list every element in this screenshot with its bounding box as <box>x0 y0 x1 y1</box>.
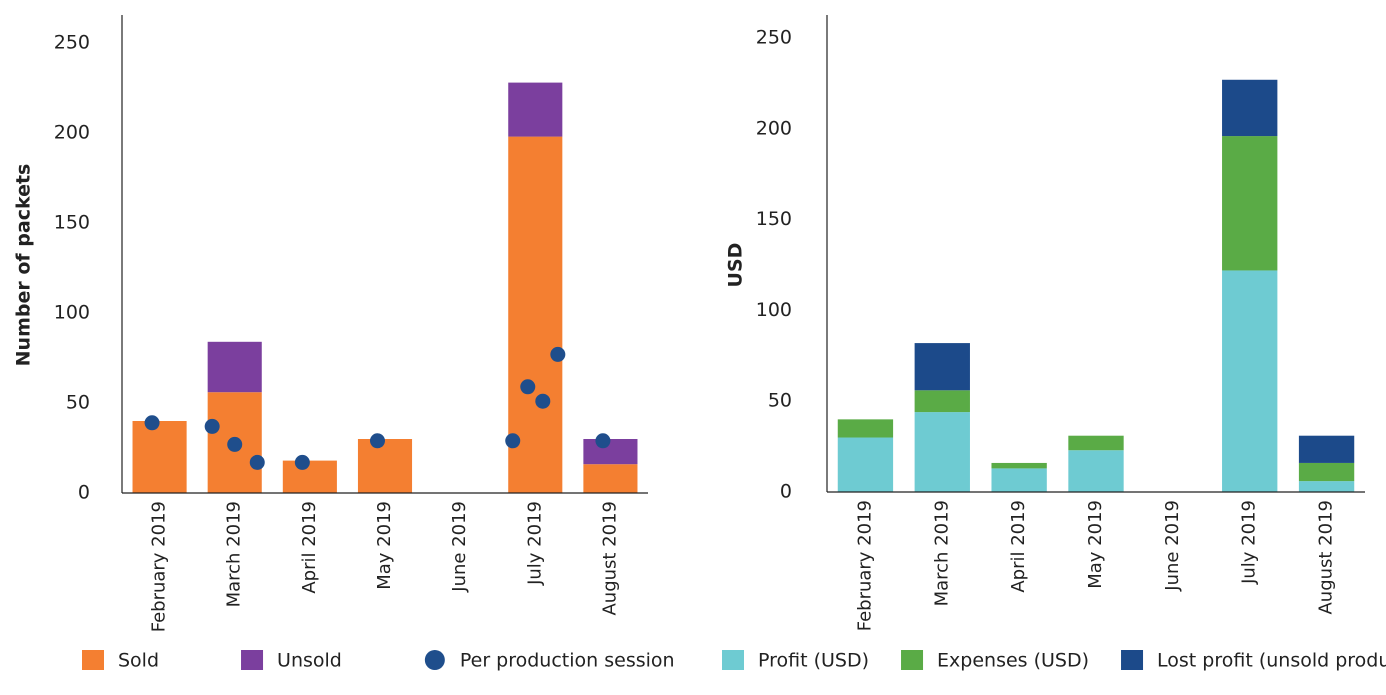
x-tick-label: February 2019 <box>854 500 875 631</box>
bar-segment <box>1068 435 1124 451</box>
y-tick-label: 50 <box>768 390 792 412</box>
legend-marker <box>82 650 104 670</box>
x-tick-label: May 2019 <box>1085 500 1106 589</box>
x-tick-label: July 2019 <box>524 501 545 586</box>
bar-segment <box>914 343 970 391</box>
point <box>505 433 521 449</box>
legend-marker <box>1121 650 1144 670</box>
bar-segment <box>991 468 1047 492</box>
point <box>227 436 243 452</box>
x-tick-label: July 2019 <box>1239 500 1260 585</box>
bar-segment <box>1298 435 1355 463</box>
bar-segment <box>357 439 413 493</box>
point <box>550 346 566 362</box>
y-tick-label: 0 <box>78 482 90 504</box>
bar-segment <box>132 421 187 493</box>
y-tick-label: 50 <box>66 392 90 414</box>
point <box>249 454 265 470</box>
x-tick-label: April 2019 <box>299 501 320 594</box>
legend-label: Unsold <box>277 650 342 672</box>
point <box>369 433 385 449</box>
bar-segment <box>1222 79 1278 137</box>
bar-segment <box>1222 136 1278 271</box>
legend-marker <box>901 650 924 670</box>
y-axis-label: Number of packets <box>13 164 35 367</box>
bar-segment <box>837 419 894 438</box>
y-tick-label: 100 <box>54 302 90 324</box>
y-tick-label: 250 <box>54 32 90 54</box>
x-tick-label: February 2019 <box>149 501 170 632</box>
x-tick-label: May 2019 <box>374 501 395 590</box>
bar-segment <box>508 136 563 493</box>
bar-segment <box>508 82 563 137</box>
legend-marker <box>241 650 264 670</box>
bar-segment <box>914 412 970 492</box>
y-axis-label: USD <box>725 243 747 288</box>
legend-label: Profit (USD) <box>758 650 869 672</box>
x-tick-label: March 2019 <box>224 501 245 607</box>
y-tick-label: 150 <box>756 208 792 230</box>
legend-marker <box>722 650 744 670</box>
bar-segment <box>837 437 894 492</box>
x-tick-label: June 2019 <box>449 501 470 593</box>
x-tick-label: April 2019 <box>1008 500 1029 593</box>
y-tick-label: 250 <box>756 27 792 49</box>
y-tick-label: 150 <box>54 212 90 234</box>
y-tick-label: 100 <box>756 299 792 321</box>
bar-segment <box>1068 450 1124 492</box>
point <box>520 379 536 395</box>
legend-label: Per production session <box>460 650 675 672</box>
legend-label: Lost profit (unsold product) <box>1157 650 1386 672</box>
bar-segment <box>1298 481 1355 492</box>
point <box>204 418 220 434</box>
bar-segment <box>583 464 638 493</box>
bar-segment <box>583 439 638 465</box>
legend-label: Sold <box>118 650 159 672</box>
point <box>144 415 160 431</box>
bar-segment <box>207 341 262 393</box>
x-tick-label: March 2019 <box>931 500 952 606</box>
point <box>595 433 611 449</box>
bar-segment <box>914 390 970 413</box>
y-tick-label: 200 <box>54 122 90 144</box>
point <box>535 393 551 409</box>
x-tick-label: August 2019 <box>599 501 620 616</box>
x-tick-label: August 2019 <box>1316 500 1337 615</box>
point <box>294 454 310 470</box>
x-tick-label: June 2019 <box>1162 500 1183 592</box>
legend-marker <box>424 650 445 670</box>
legend-label: Expenses (USD) <box>937 650 1089 672</box>
y-tick-label: 200 <box>756 117 792 139</box>
bar-segment <box>282 460 337 493</box>
bar-segment <box>1298 462 1355 482</box>
bar-segment <box>1222 270 1278 492</box>
y-tick-label: 0 <box>780 481 792 503</box>
bar-segment <box>991 462 1047 469</box>
